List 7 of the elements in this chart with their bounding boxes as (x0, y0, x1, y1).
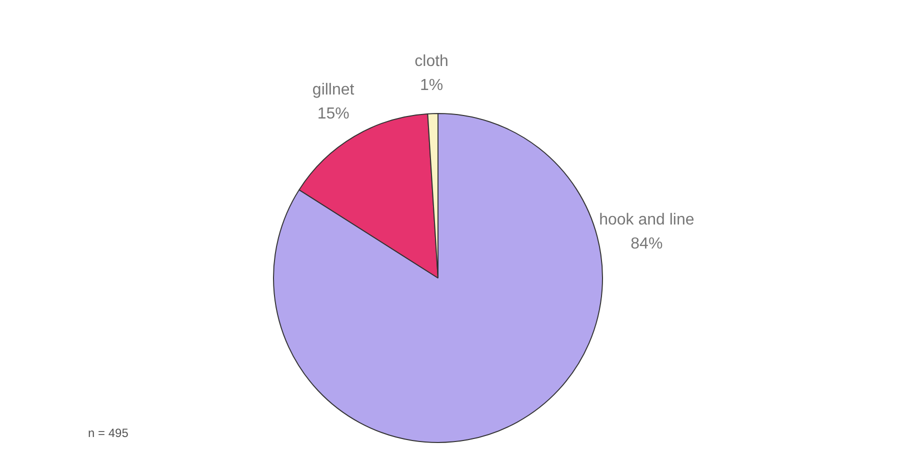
slice-label: hook and line (599, 212, 694, 229)
slice-label: gillnet (312, 81, 355, 98)
data-label: 15% (317, 105, 350, 122)
data-label: 84% (630, 236, 663, 253)
text: n = 495 (88, 426, 128, 440)
slice-label: cloth (414, 52, 448, 70)
data-label: 1% (420, 76, 444, 94)
